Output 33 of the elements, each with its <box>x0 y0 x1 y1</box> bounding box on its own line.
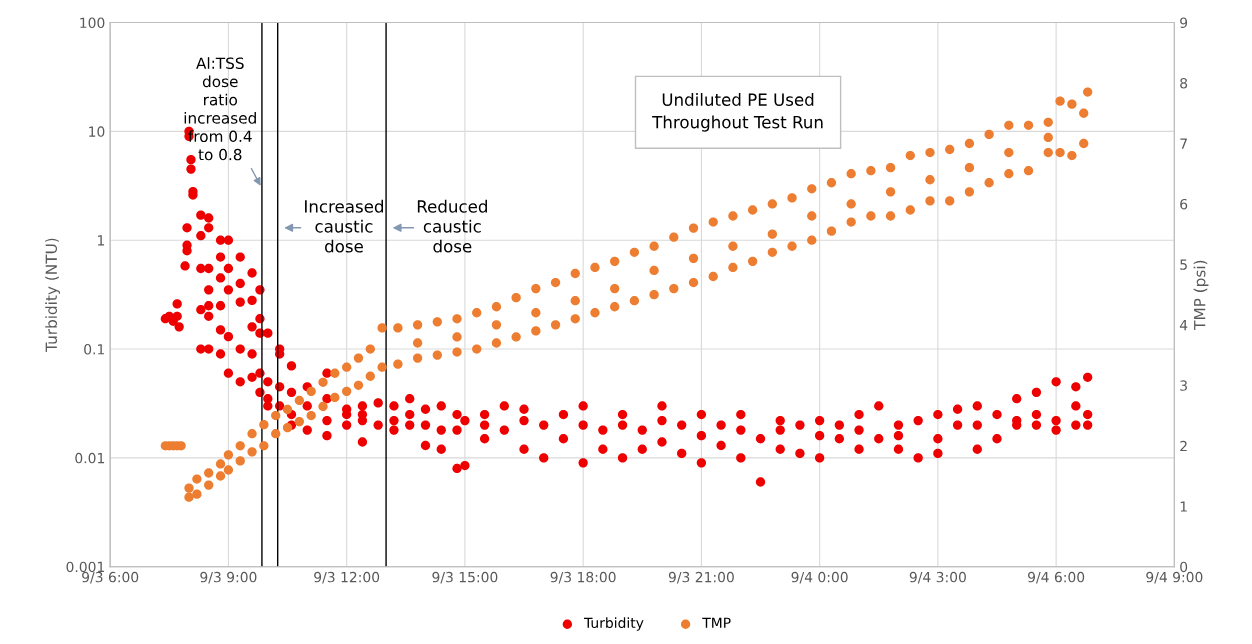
y-tick-label: 0.1 <box>84 344 105 355</box>
y-tick-label: 100 <box>80 17 105 29</box>
x-tick-label: 9/4 6:00 <box>1028 571 1085 584</box>
legend-label: Turbidity <box>583 617 644 631</box>
ref-line-label: Increased caustic dose <box>305 199 384 253</box>
x-tick-label: 9/3 21:00 <box>668 571 734 584</box>
x-tick-label: 9/4 0:00 <box>791 571 848 584</box>
x-tick-label: 9/4 3:00 <box>909 571 966 584</box>
y-tick-label: 1 <box>98 235 105 246</box>
y2-tick-label: 8 <box>1180 77 1188 89</box>
y2-tick-label: 6 <box>1180 198 1188 210</box>
y2-tick-label: 4 <box>1179 320 1188 331</box>
y-tick-label: 10 <box>89 126 105 137</box>
legend-label: TMP <box>702 617 731 628</box>
x-tick-label: 9/4 9:00 <box>1146 571 1203 584</box>
x-tick-label: 9/3 6:00 <box>82 571 139 584</box>
y2-tick-label: 9 <box>1180 17 1188 29</box>
y-tick-label: 0.01 <box>75 452 105 464</box>
y2-tick-label: 7 <box>1180 138 1187 149</box>
y2-tick-label: 1 <box>1180 501 1187 512</box>
y-tick-label: 0.001 <box>66 561 105 573</box>
annotation: Undiluted PE Used Throughout Test Run <box>652 93 823 132</box>
x-tick-label: 9/3 18:00 <box>550 571 616 584</box>
y-axis-title: Turbidity (NTU) <box>45 238 60 352</box>
y2-tick-label: 0 <box>1180 561 1188 573</box>
x-tick-label: 9/3 9:00 <box>200 571 257 584</box>
y2-tick-label: 3 <box>1180 380 1187 391</box>
x-tick-label: 9/3 15:00 <box>432 571 498 584</box>
x-tick-label: 9/3 12:00 <box>314 571 380 584</box>
y2-tick-label: 5 <box>1180 259 1187 270</box>
y2-axis-title: TMP (psi) <box>1193 260 1209 330</box>
y2-tick-label: 2 <box>1180 440 1187 452</box>
ref-line-label: Reduced caustic dose <box>417 199 487 253</box>
